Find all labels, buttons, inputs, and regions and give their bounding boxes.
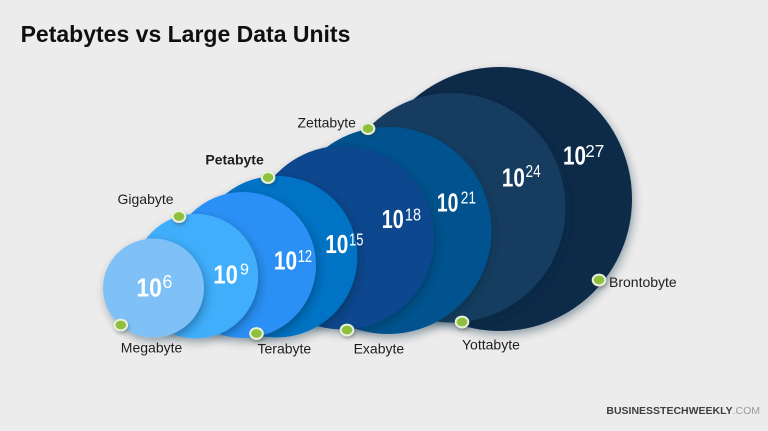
svg-text:9: 9 [240, 262, 249, 279]
svg-text:6: 6 [163, 272, 173, 292]
svg-text:10: 10 [136, 275, 162, 303]
svg-text:Yottabyte: Yottabyte [462, 337, 520, 353]
svg-text:Exabyte: Exabyte [354, 341, 405, 357]
svg-text:BUSINESSTECHWEEKLY.COM: BUSINESSTECHWEEKLY.COM [606, 405, 760, 417]
svg-text:24: 24 [526, 161, 541, 181]
svg-text:10: 10 [274, 247, 297, 275]
svg-text:21: 21 [461, 188, 476, 208]
svg-text:Petabytes vs Large Data Units: Petabytes vs Large Data Units [21, 21, 351, 47]
svg-text:Gigabyte: Gigabyte [118, 191, 174, 207]
svg-text:27: 27 [585, 141, 604, 161]
svg-text:10: 10 [502, 164, 525, 192]
svg-text:Megabyte: Megabyte [121, 340, 183, 356]
svg-text:10: 10 [213, 262, 238, 290]
svg-text:18: 18 [405, 205, 421, 225]
svg-text:10: 10 [382, 206, 404, 234]
svg-text:10: 10 [437, 189, 459, 217]
svg-text:10: 10 [325, 231, 348, 259]
svg-text:Petabyte: Petabyte [205, 152, 264, 168]
svg-text:10: 10 [563, 142, 586, 170]
svg-text:Terabyte: Terabyte [258, 341, 312, 357]
svg-text:15: 15 [349, 230, 363, 250]
svg-text:Zettabyte: Zettabyte [298, 115, 357, 131]
svg-text:Brontobyte: Brontobyte [609, 274, 677, 290]
svg-text:12: 12 [298, 246, 312, 266]
